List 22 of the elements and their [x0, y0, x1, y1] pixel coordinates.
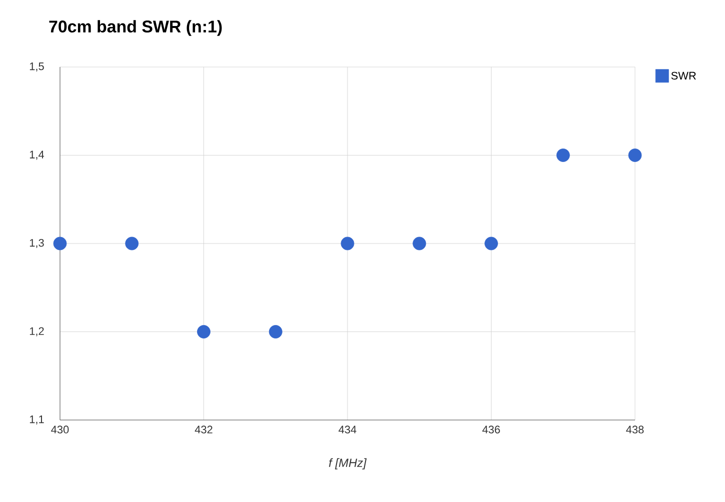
point: [484, 236, 498, 250]
point: [197, 325, 210, 338]
point: [556, 148, 570, 162]
x-tick-label: 430: [51, 426, 69, 434]
x-tick-label: 432: [194, 426, 212, 434]
x-tick-label: 436: [482, 426, 500, 434]
point: [628, 148, 642, 162]
point: [412, 236, 426, 250]
y-tick-label: 1,4: [30, 150, 44, 160]
chart-title: 70cm band SWR (n:1): [49, 20, 222, 36]
y-tick-label: 1,1: [30, 416, 44, 424]
x-axis-title: f [MHz]: [328, 458, 367, 470]
x-tick-label: 438: [626, 426, 644, 434]
y-tick-label: 1,5: [30, 62, 44, 72]
y-tick-label: 1,2: [30, 327, 44, 336]
x-tick-label: 434: [338, 426, 356, 434]
point: [340, 236, 354, 250]
point: [53, 236, 67, 250]
y-tick-label: 1,3: [30, 238, 44, 248]
point: [125, 236, 139, 250]
legend-label: SWR: [671, 72, 696, 80]
point: [268, 325, 282, 338]
